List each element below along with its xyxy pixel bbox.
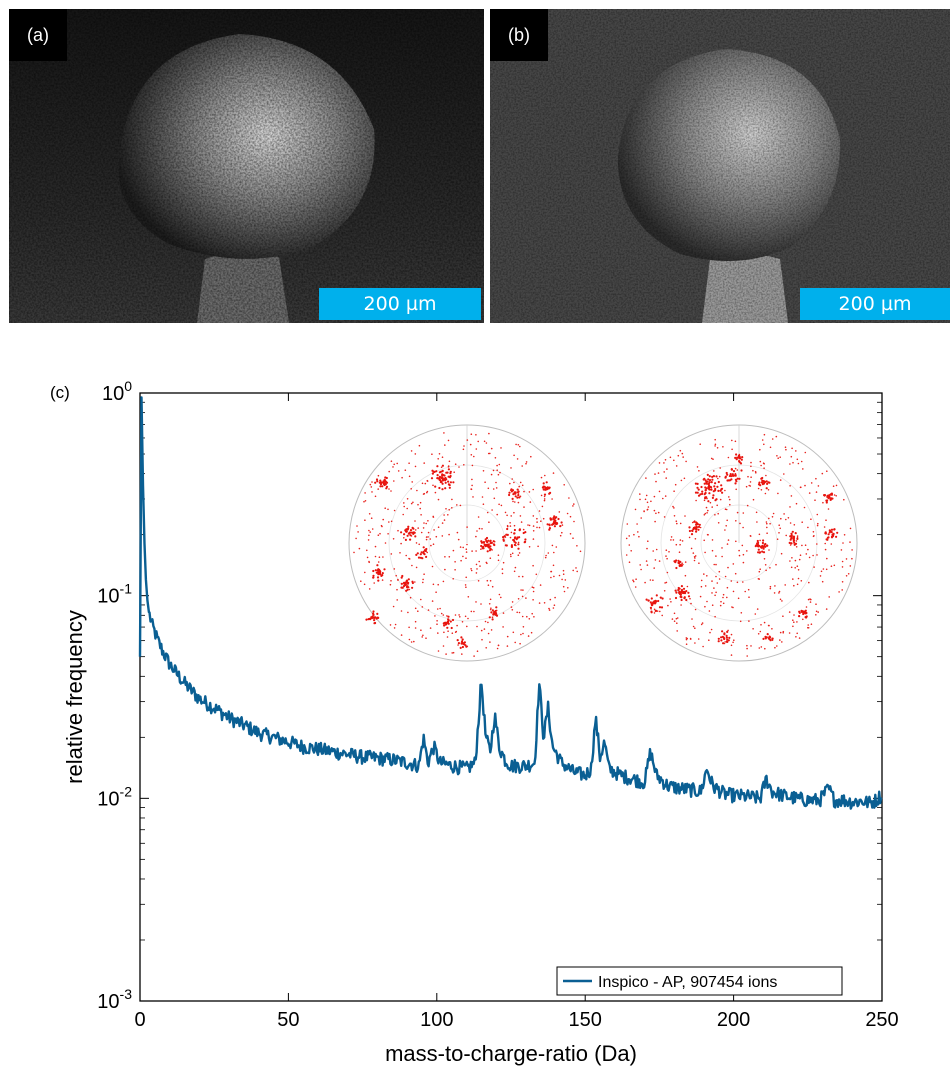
plot-area (139, 392, 883, 1002)
legend: Inspico - AP, 907454 ions (556, 966, 843, 996)
y-axis: 10-3 10-2 10-1 100 (97, 378, 882, 1013)
sem-image-b: (b) 200 µm (490, 9, 950, 323)
sem-image-a: (a) 200 µm (9, 9, 484, 323)
scale-bar-a: 200 µm (319, 288, 481, 320)
sem-micrograph-b (490, 9, 950, 323)
x-tick-label: 200 (717, 1009, 750, 1031)
panel-label-b: (b) (490, 9, 548, 61)
y-tick-label: 10-3 (97, 986, 132, 1013)
scale-bar-b: 200 µm (800, 288, 950, 320)
sem-micrograph-a (9, 9, 484, 323)
panel-label-a: (a) (9, 9, 67, 61)
y-minor-ticks (140, 401, 882, 941)
series-line (138, 396, 883, 810)
y-tick-label: 10-1 (97, 581, 132, 608)
y-tick-label: 10-2 (97, 783, 132, 810)
detector-hit-map-left (348, 424, 586, 662)
x-tick-label: 250 (865, 1009, 898, 1031)
x-axis: 0 50 100 150 200 250 (134, 393, 899, 1031)
x-tick-label: 50 (277, 1009, 299, 1031)
x-tick-label: 0 (134, 1009, 145, 1031)
detector-hit-map-right (620, 424, 858, 662)
panel-label-c: (c) (50, 383, 70, 402)
x-tick-label: 100 (420, 1009, 453, 1031)
y-axis-label: relative frequency (62, 610, 87, 784)
legend-label: Inspico - AP, 907454 ions (598, 974, 777, 991)
x-tick-label: 150 (569, 1009, 602, 1031)
y-tick-label: 100 (102, 378, 132, 405)
mass-spectrum-chart: (c) 10-3 10-2 10-1 100 0 50 100 150 200 250 Insp… (50, 378, 899, 1066)
x-axis-label: mass-to-charge-ratio (Da) (385, 1041, 637, 1066)
